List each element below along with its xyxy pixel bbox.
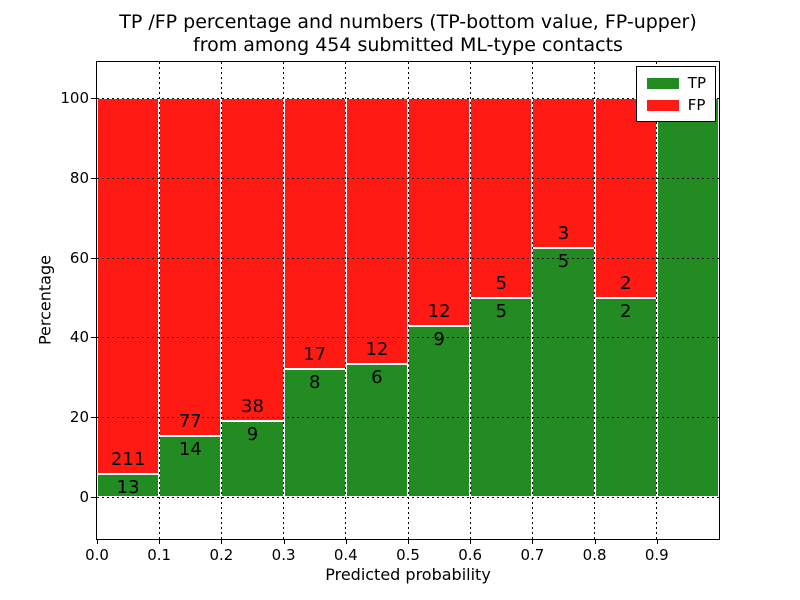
bar-segment-fp — [532, 98, 595, 248]
x-tick-mark — [594, 540, 596, 544]
bar-segment-tp — [408, 326, 471, 497]
x-axis-label: Predicted probability — [325, 565, 491, 584]
gridline-vertical — [220, 62, 222, 539]
gridline-horizontal — [97, 497, 719, 498]
bar-segment-fp — [283, 98, 346, 370]
bar-segment-fp — [97, 98, 160, 474]
legend-item-tp: TP — [646, 72, 706, 94]
x-tick-label: 0.0 — [85, 546, 109, 564]
x-tick-label: 0.7 — [520, 546, 545, 564]
y-tick-label: 80 — [69, 168, 89, 187]
y-tick-label: 20 — [69, 408, 89, 427]
chart-title: TP /FP percentage and numbers (TP-bottom… — [97, 11, 719, 57]
annotation-tp-count: 5 — [495, 300, 508, 322]
x-tick-mark — [345, 540, 347, 544]
y-tick-mark — [91, 417, 96, 419]
bar-segment-tp — [532, 247, 595, 497]
y-axis-label: Percentage — [35, 255, 55, 346]
annotation-fp-count: 17 — [303, 344, 327, 366]
x-tick-mark — [283, 540, 285, 544]
annotation-tp-count: 8 — [308, 372, 321, 394]
y-tick-mark — [91, 497, 96, 498]
legend-label-tp: TP — [687, 74, 706, 92]
legend-label-fp: FP — [687, 96, 706, 114]
y-tick-label: 100 — [60, 89, 89, 107]
gridline-horizontal — [97, 177, 719, 179]
chart-title-line2: from among 454 submitted ML-type contact… — [193, 34, 623, 56]
annotation-tp-count: 5 — [557, 250, 570, 272]
legend-swatch-fp — [646, 99, 679, 111]
bar-segment-fp — [345, 98, 408, 364]
annotation-fp-count: 2 — [619, 272, 632, 294]
annotation-fp-count: 3 — [557, 222, 570, 244]
bar-segment-fp — [594, 98, 657, 298]
annotation-fp-count: 12 — [427, 301, 451, 322]
x-tick-label: 0.3 — [271, 546, 296, 564]
bar-segment-fp — [159, 98, 222, 436]
bar-segment-tp — [656, 98, 719, 497]
x-tick-mark — [408, 540, 409, 544]
y-tick-mark — [91, 177, 96, 179]
bar-segment-tp — [345, 364, 408, 497]
legend-item-fp: FP — [646, 94, 706, 116]
annotation-fp-count: 5 — [495, 272, 508, 294]
chart-title-line1: TP /FP percentage and numbers (TP-bottom… — [119, 11, 697, 33]
gridline-vertical — [407, 62, 409, 539]
bar-segment-tp — [221, 420, 284, 497]
x-tick-mark — [470, 540, 472, 544]
gridline-vertical — [469, 62, 471, 539]
annotation-fp-count: 211 — [110, 448, 146, 470]
bar-segment-tp — [283, 369, 346, 497]
x-tick-label: 0.4 — [333, 546, 358, 564]
x-tick-mark — [532, 540, 534, 544]
annotation-fp-count: 38 — [241, 395, 264, 417]
gridline-horizontal — [97, 257, 719, 259]
gridline-horizontal — [97, 337, 719, 339]
annotation-fp-count: 12 — [365, 339, 389, 360]
y-tick-label: 0 — [79, 488, 89, 506]
y-tick-mark — [91, 257, 96, 259]
y-tick-label: 60 — [69, 248, 89, 267]
gridline-vertical — [283, 62, 285, 539]
annotation-fp-count: 77 — [178, 410, 202, 432]
x-tick-mark — [221, 540, 223, 544]
x-tick-label: 0.1 — [147, 546, 172, 564]
bar-segment-tp — [594, 297, 657, 497]
annotation-tp-count: 6 — [371, 367, 383, 388]
bar-segment-tp — [159, 435, 222, 497]
gridline-vertical — [594, 62, 596, 539]
annotation-tp-count: 13 — [116, 476, 140, 498]
gridline-vertical — [531, 62, 533, 539]
y-tick-mark — [91, 98, 96, 99]
annotation-tp-count: 9 — [246, 423, 259, 445]
y-tick-label: 40 — [69, 328, 89, 347]
x-tick-label: 0.8 — [582, 546, 607, 564]
bar-segment-tp — [470, 297, 533, 497]
gridline-vertical — [158, 62, 160, 539]
annotation-tp-count: 14 — [178, 438, 202, 460]
bar-segment-fp — [221, 98, 284, 421]
x-tick-label: 0.9 — [644, 546, 669, 564]
annotation-tp-count: 2 — [619, 300, 632, 322]
x-tick-mark — [159, 540, 161, 544]
legend-swatch-tp — [646, 77, 679, 89]
x-tick-mark — [97, 540, 98, 544]
x-tick-label: 0.2 — [209, 546, 234, 564]
gridline-vertical — [656, 62, 658, 539]
bar-segment-fp — [470, 98, 533, 298]
x-tick-label: 0.6 — [458, 546, 483, 564]
gridline-horizontal — [97, 98, 719, 99]
gridline-vertical — [345, 62, 347, 539]
plot-area: 21113771438917812612955352206 TP FP — [96, 61, 720, 540]
gridline-horizontal — [97, 417, 719, 419]
y-tick-mark — [91, 337, 96, 339]
bar-segment-fp — [408, 98, 471, 326]
annotation-tp-count: 9 — [433, 329, 445, 350]
bar-segment-tp — [97, 473, 160, 497]
legend: TP FP — [635, 66, 716, 122]
x-tick-label: 0.5 — [396, 546, 420, 564]
x-tick-mark — [656, 540, 658, 544]
